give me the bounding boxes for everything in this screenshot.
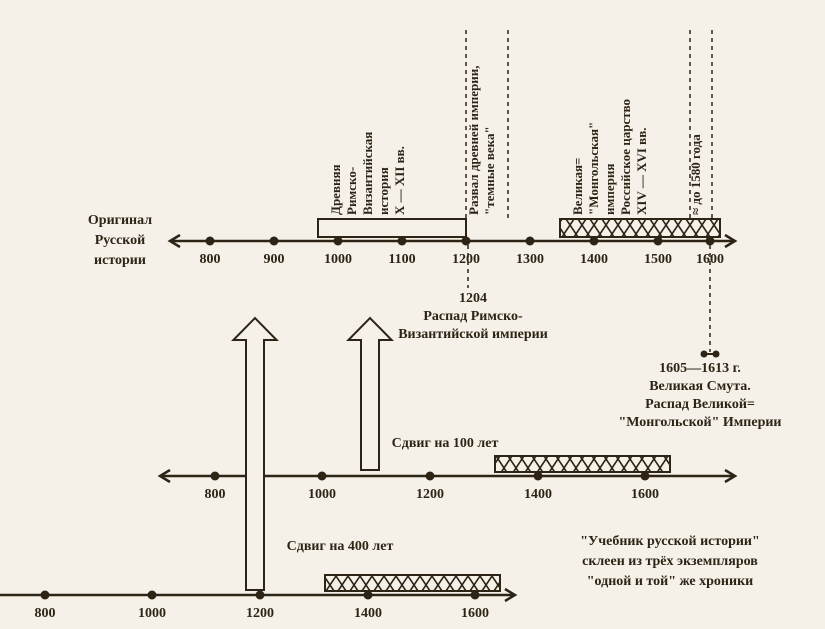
y1605b: Великая Смута.	[649, 379, 751, 394]
tick-label: 1000	[324, 252, 352, 267]
tick-dot	[256, 591, 265, 600]
tick-label: 900	[264, 252, 285, 267]
tick-label: 800	[35, 606, 56, 621]
tick-label: 1000	[138, 606, 166, 621]
orig3: истории	[94, 253, 146, 268]
tick-label: 1500	[644, 252, 672, 267]
tick-label: 1400	[580, 252, 608, 267]
timeline-diagram: 800 900 1000 1100 1200 1300 1400 1500 1600 800 100…	[0, 0, 825, 629]
vertical-label: X — XII вв.	[392, 146, 407, 215]
vertical-label: "темные века"	[482, 126, 497, 215]
tick-label: 1200	[416, 487, 444, 502]
vertical-label: история	[376, 167, 391, 215]
tick-label: 800	[200, 252, 221, 267]
tick-label: 1400	[354, 606, 382, 621]
tick-label: 1200	[246, 606, 274, 621]
q1: "Учебник русской истории"	[580, 534, 760, 549]
vertical-label: Римско-	[344, 167, 359, 215]
text-labels-layer: Оригинал Русской истории 1204 Распад Римско-…	[88, 213, 782, 589]
tick-dot	[206, 237, 215, 246]
arrow-400	[233, 318, 276, 590]
vertical-label: Российское царство	[618, 99, 633, 215]
tick-dot	[211, 472, 220, 481]
vertical-label: Развал древней империи,	[466, 65, 481, 215]
tick-dot	[318, 472, 327, 481]
tick-label: 1600	[461, 606, 489, 621]
vertical-label: Византийская	[360, 132, 375, 215]
y1204c: Византийской империи	[398, 327, 548, 342]
vertical-label: Великая=	[570, 158, 585, 215]
tick-label: 1100	[388, 252, 415, 267]
y1605a: 1605—1613 г.	[659, 361, 741, 376]
hatched-box	[325, 575, 500, 591]
tick-dot	[148, 591, 157, 600]
tick-dot	[270, 237, 279, 246]
hatched-box	[560, 219, 720, 237]
vertical-labels-layer: ДревняяРимско-ВизантийскаяисторияX — XII…	[328, 65, 703, 215]
vertical-label: "Монгольская"	[586, 122, 601, 215]
y1204a: 1204	[459, 291, 487, 306]
tick-label: 1600	[631, 487, 659, 502]
vertical-label: ≈ до 1580 года	[688, 134, 703, 215]
orig1: Оригинал	[88, 213, 152, 228]
tick-label: 1300	[516, 252, 544, 267]
tick-label: 1000	[308, 487, 336, 502]
y1204b: Распад Римско-	[423, 309, 523, 324]
tick-label: 800	[205, 487, 226, 502]
hatched-box	[495, 456, 670, 472]
open-box	[318, 219, 466, 237]
q2: склеен из трёх экземпляров	[582, 554, 758, 569]
sh100: Сдвиг на 100 лет	[392, 436, 499, 451]
arrow-100	[348, 318, 391, 470]
tick-dot	[426, 472, 435, 481]
tick-dot	[41, 591, 50, 600]
vertical-label: Древняя	[328, 164, 343, 215]
tick-dot	[526, 237, 535, 246]
y1605c: Распад Великой=	[645, 397, 755, 412]
vertical-label: XIV — XVI вв.	[634, 128, 649, 215]
orig2: Русской	[95, 233, 146, 248]
q3: "одной и той" же хроники	[587, 574, 753, 589]
vertical-label: империя	[602, 164, 617, 215]
y1605d: "Монгольской" Империи	[618, 415, 781, 430]
tick-label: 1200	[452, 252, 480, 267]
tick-label: 1400	[524, 487, 552, 502]
sh400: Сдвиг на 400 лет	[287, 539, 394, 554]
